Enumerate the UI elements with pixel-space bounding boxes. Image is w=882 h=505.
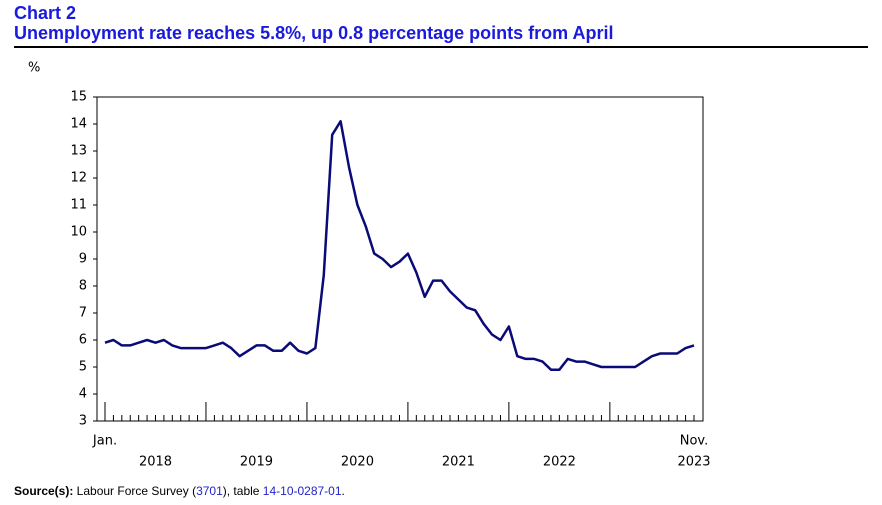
y-tick-label: 8 xyxy=(79,279,87,294)
source-link[interactable]: 14-10-0287-01 xyxy=(262,484,342,498)
source-text: Labour Force Survey ( xyxy=(73,484,197,498)
y-tick-label: 12 xyxy=(70,171,87,186)
y-tick-label: 14 xyxy=(70,117,87,132)
data-line xyxy=(104,120,695,371)
rule xyxy=(14,46,868,48)
y-tick-label: 6 xyxy=(79,333,87,348)
y-tick-label: 5 xyxy=(79,360,87,375)
year-label: 2021 xyxy=(442,455,475,470)
year-label: 2019 xyxy=(240,455,273,470)
year-label: 2022 xyxy=(543,455,576,470)
year-label: 2020 xyxy=(341,455,374,470)
x-tick-label: Nov. xyxy=(680,434,709,449)
source: Source(s): Labour Force Survey (3701), t… xyxy=(14,484,345,498)
y-tick-label: 15 xyxy=(70,90,87,105)
y-tick-label: 4 xyxy=(79,387,87,402)
chart-title: Unemployment rate reaches 5.8%, up 0.8 p… xyxy=(14,23,614,43)
y-tick-label: 9 xyxy=(79,252,87,267)
y-tick-label: 11 xyxy=(70,198,87,213)
y-tick-label: 13 xyxy=(70,144,87,159)
y-tick-label: 10 xyxy=(70,225,87,240)
source-text: . xyxy=(341,484,345,498)
chart: % 3 4 5 6 7 8 9 10 11 12 13 14 15 Jan. Nov. 2018 2019 202… xyxy=(28,61,711,470)
y-axis-label: % xyxy=(28,61,40,76)
year-label: 2018 xyxy=(139,455,172,470)
y-tick-label: 3 xyxy=(79,414,87,429)
source-link[interactable]: 3701 xyxy=(196,484,223,498)
x-tick-label: Jan. xyxy=(92,434,117,449)
y-tick-label: 7 xyxy=(79,306,87,321)
source-label: Source(s): xyxy=(14,484,74,498)
plot-frame xyxy=(96,96,704,422)
year-label: 2023 xyxy=(677,455,710,470)
chart-kicker: Chart 2 xyxy=(14,3,77,23)
source-text: ), table xyxy=(222,484,263,498)
